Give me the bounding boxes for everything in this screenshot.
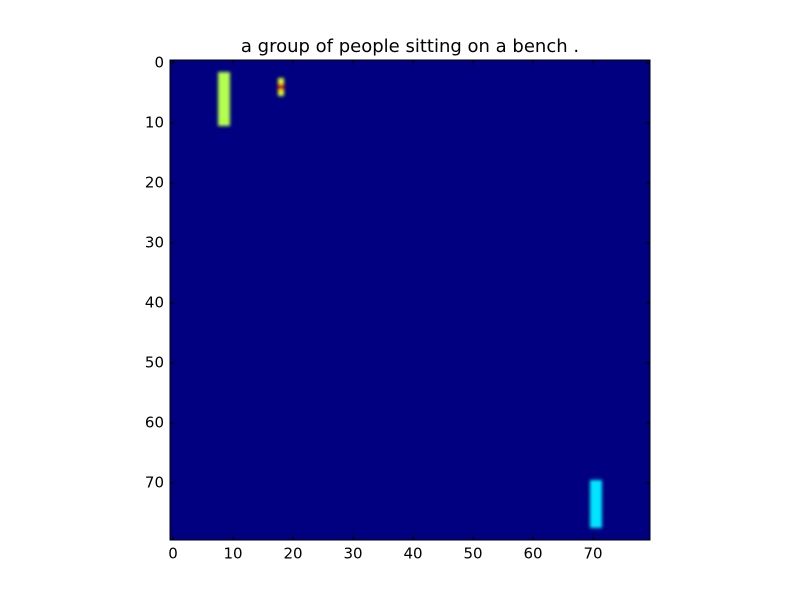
- cell: [590, 480, 602, 528]
- cell: [278, 84, 284, 90]
- cell-layer: [218, 72, 602, 528]
- x-tick-label: 70: [583, 545, 602, 563]
- x-tick-label: 40: [403, 545, 422, 563]
- cell: [218, 72, 230, 126]
- y-tick-label: 70: [145, 474, 164, 492]
- background: [170, 60, 650, 540]
- x-tick-label: 10: [223, 545, 242, 563]
- y-tick-label: 30: [145, 234, 164, 252]
- y-tick-label: 50: [145, 354, 164, 372]
- y-tick-label: 60: [145, 414, 164, 432]
- x-tick-label: 60: [523, 545, 542, 563]
- x-tick-label: 30: [343, 545, 362, 563]
- y-tick-label: 0: [154, 54, 164, 72]
- x-tick-label: 0: [168, 545, 178, 563]
- plot-frame: [169, 59, 651, 541]
- x-tick-label: 50: [463, 545, 482, 563]
- cell: [278, 78, 284, 84]
- cells: [218, 72, 602, 528]
- x-tick-label: 20: [283, 545, 302, 563]
- y-tick-label: 10: [145, 114, 164, 132]
- cell: [278, 90, 284, 96]
- y-tick-label: 20: [145, 174, 164, 192]
- chart-title: a group of people sitting on a bench .: [241, 36, 579, 57]
- y-tick-label: 40: [145, 294, 164, 312]
